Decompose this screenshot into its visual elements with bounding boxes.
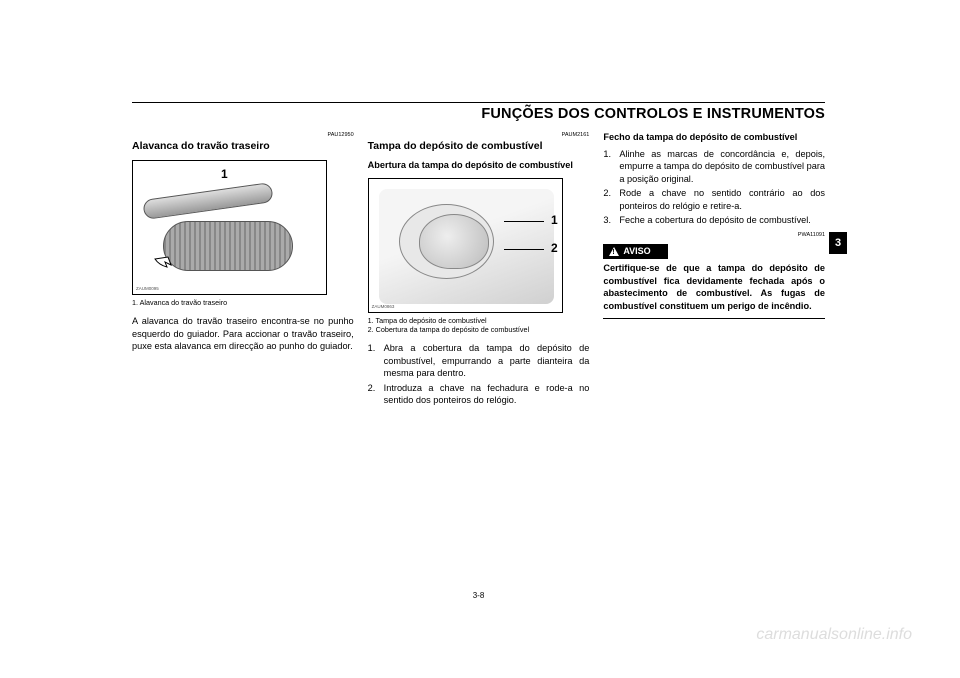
- header-rule: [132, 102, 825, 103]
- warning-code: PWA11091: [603, 232, 825, 239]
- column-3: Fecho da tampa do depósito de combustíve…: [603, 132, 825, 409]
- warning-label-text: AVISO: [623, 246, 650, 258]
- warning-body-text: Certifique-se de que a tampa do depósito…: [603, 262, 825, 312]
- figure-fuel-cap: 1 2 ZAUM0863: [368, 178, 563, 313]
- figure-image-code: ZAUM0863: [372, 304, 395, 310]
- watermark-text: carmanualsonline.info: [756, 626, 912, 644]
- step-text: Introduza a chave na fechadura e rode-a …: [384, 382, 590, 407]
- columns-container: PAU12950 Alavanca do travão traseiro 1 Z…: [132, 132, 825, 409]
- list-item: 1. Abra a cobertura da tampa do depósito…: [368, 342, 590, 379]
- list-item: 2. Rode a chave no sentido contrário ao …: [603, 187, 825, 212]
- step-text: Feche a cobertura do depósito de combust…: [619, 214, 825, 226]
- figure-caption: 1. Tampa do depósito de combustível 2. C…: [368, 316, 590, 335]
- column-1: PAU12950 Alavanca do travão traseiro 1 Z…: [132, 132, 354, 409]
- list-item: 1. Alinhe as marcas de concordância e, d…: [603, 148, 825, 185]
- section-end-rule: [603, 318, 825, 319]
- step-text: Rode a chave no sentido contrário ao dos…: [619, 187, 825, 212]
- handle-grip-shape: [163, 221, 293, 271]
- step-number: 3.: [603, 214, 615, 226]
- column-2: PAUM2161 Tampa do depósito de combustíve…: [368, 132, 590, 409]
- figure-rear-brake-lever: 1 ZAUM0095: [132, 160, 327, 295]
- sub-title-opening: Abertura da tampa do depósito de combust…: [368, 160, 590, 172]
- step-number: 2.: [603, 187, 615, 212]
- cap-cover-shape: [419, 214, 489, 269]
- page-header-title: FUNÇÕES DOS CONTROLOS E INSTRUMENTOS: [132, 106, 825, 122]
- brake-lever-shape: [142, 182, 274, 220]
- section-title-rear-brake: Alavanca do travão traseiro: [132, 140, 354, 154]
- chapter-tab: 3: [829, 232, 847, 254]
- direction-arrow-icon: [153, 249, 173, 269]
- figure-caption: 1. Alavanca do travão traseiro: [132, 298, 354, 307]
- step-number: 2.: [368, 382, 380, 407]
- section-code: PAUM2161: [368, 132, 590, 139]
- list-item: 2. Introduza a chave na fechadura e rode…: [368, 382, 590, 407]
- page-number: 3-8: [473, 591, 485, 600]
- step-text: Abra a cobertura da tampa do depósito de…: [384, 342, 590, 379]
- list-item: 3. Feche a cobertura do depósito de comb…: [603, 214, 825, 226]
- steps-list-opening: 1. Abra a cobertura da tampa do depósito…: [368, 342, 590, 406]
- section-title-fuel-cap: Tampa do depósito de combustível: [368, 140, 590, 154]
- leader-line-2: [504, 249, 544, 250]
- sub-title-closing: Fecho da tampa do depósito de combustíve…: [603, 132, 825, 144]
- section-code: PAU12950: [132, 132, 354, 139]
- figure-image-code: ZAUM0095: [136, 286, 159, 292]
- figure-callout-1: 1: [221, 167, 228, 183]
- caption-item: 1. Tampa do depósito de combustível: [368, 316, 487, 325]
- caption-item: 2. Cobertura da tampa do depósito de com…: [368, 325, 529, 334]
- step-number: 1.: [603, 148, 615, 185]
- step-text: Alinhe as marcas de concordância e, depo…: [619, 148, 825, 185]
- steps-list-closing: 1. Alinhe as marcas de concordância e, d…: [603, 148, 825, 227]
- body-paragraph: A alavanca do travão traseiro encontra-s…: [132, 315, 354, 352]
- leader-line-1: [504, 221, 544, 222]
- step-number: 1.: [368, 342, 380, 379]
- warning-triangle-icon: [609, 247, 619, 256]
- figure-callout-1: 1: [551, 213, 558, 229]
- figure-callout-2: 2: [551, 241, 558, 257]
- page-content: FUNÇÕES DOS CONTROLOS E INSTRUMENTOS 3 P…: [132, 102, 825, 600]
- warning-label-box: AVISO: [603, 244, 668, 260]
